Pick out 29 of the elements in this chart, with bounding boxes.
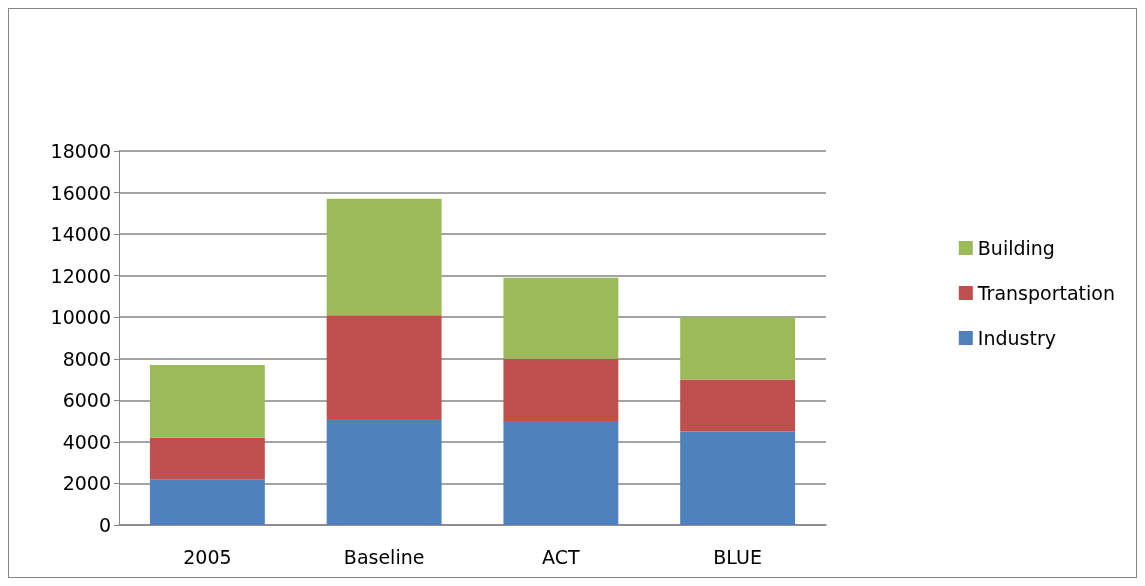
x-tick-label: 2005 bbox=[183, 545, 232, 568]
y-tick-label: 18000 bbox=[50, 140, 111, 162]
x-tick-label: Baseline bbox=[343, 545, 425, 568]
bar bbox=[503, 277, 619, 359]
legend-label: Industry bbox=[977, 327, 1056, 349]
y-tick-label: 0 bbox=[98, 514, 111, 536]
x-tick-label: ACT bbox=[542, 545, 581, 568]
bar bbox=[503, 421, 619, 525]
bar bbox=[680, 431, 796, 525]
legend-label: Transportation bbox=[976, 282, 1116, 304]
bar bbox=[326, 315, 442, 420]
y-tick-label: 12000 bbox=[50, 264, 111, 287]
y-tick-label: 16000 bbox=[50, 181, 111, 204]
y-tick-label: 8000 bbox=[62, 347, 111, 370]
y-tick-label: 10000 bbox=[50, 306, 111, 329]
bar bbox=[149, 437, 265, 480]
bar bbox=[149, 479, 265, 525]
y-tick-label: 6000 bbox=[62, 389, 111, 412]
bar bbox=[149, 365, 265, 438]
bar bbox=[680, 379, 796, 432]
bar bbox=[326, 198, 442, 316]
y-tick-label: 2000 bbox=[62, 472, 111, 495]
y-tick-label: 14000 bbox=[50, 223, 111, 246]
bar bbox=[680, 317, 796, 380]
x-tick-label: BLUE bbox=[713, 545, 762, 568]
legend-label: Building bbox=[977, 237, 1055, 259]
bar bbox=[326, 419, 442, 525]
y-tick-label: 4000 bbox=[62, 430, 111, 453]
bar bbox=[503, 358, 619, 422]
